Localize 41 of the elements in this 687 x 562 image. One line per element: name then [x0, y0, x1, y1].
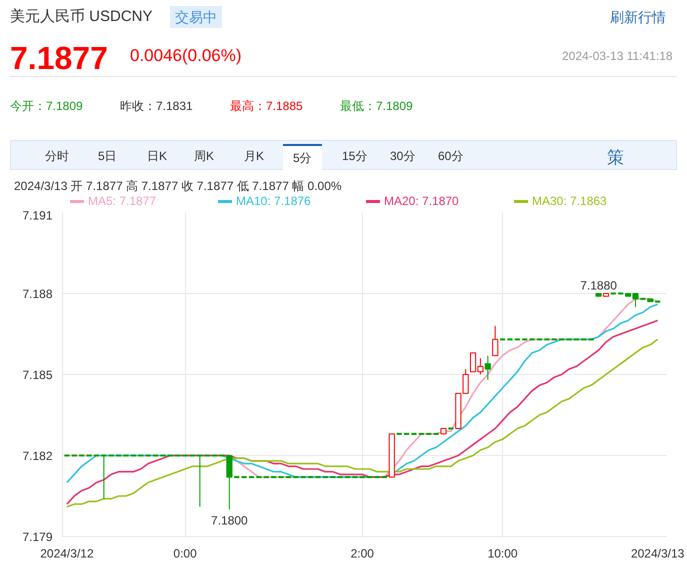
legend-label: MA20: 7.1870 [383, 193, 459, 210]
y-tick-label: 7.191 [22, 208, 53, 222]
text: 5日 [97, 148, 118, 165]
text: 周K [193, 148, 216, 165]
chart-title: 美元人民币 USDCNY [10, 7, 153, 27]
text: 分时 [44, 148, 70, 165]
chart-subtitle: 2024/3/13 开 7.1877 高 7.1877 收 7.1877 低 7.1877 幅 0.00% [14, 178, 342, 195]
candlestick [484, 355, 491, 380]
candlestick [101, 454, 106, 500]
text: 15分 [341, 148, 368, 165]
text: 30分 [389, 148, 416, 165]
text: 7.1877 [10, 39, 108, 78]
text: 交易中 [170, 6, 222, 28]
text: 昨收：7.1831 [120, 98, 193, 115]
y-tick-label: 7.179 [22, 530, 53, 544]
text: 策 [606, 147, 625, 169]
candlestick [197, 454, 202, 508]
annotation: 7.1880 [580, 278, 618, 292]
text: 月K [243, 148, 266, 165]
candlestick [492, 325, 498, 356]
text: 刷新行情 [610, 8, 666, 27]
x-tick-label: 2024/3/12 [40, 546, 94, 560]
x-tick-label: 0:00 [173, 546, 198, 560]
text: 2024-03-13 11:41:18 [562, 48, 673, 65]
text: 日K [146, 148, 168, 165]
text: 0.0046(0.06%) [130, 45, 242, 67]
annotation: 7.1800 [211, 514, 248, 528]
x-tick-label: 10:00 [488, 546, 518, 560]
text: 今开：7.1809 [10, 98, 83, 115]
x-tick-label: 2024/3/13 [630, 546, 685, 560]
legend-label: MA5: 7.1877 [87, 193, 156, 210]
text: 最高：7.1885 [230, 98, 303, 115]
text: 5分 [283, 144, 322, 172]
text: 60分 [437, 148, 464, 165]
y-tick-label: 7.188 [22, 287, 53, 301]
legend-label: MA10: 7.1876 [235, 193, 311, 210]
text: 最低：7.1809 [340, 98, 413, 115]
x-tick-label: 2:00 [350, 546, 374, 560]
y-tick-label: 7.182 [22, 449, 53, 463]
legend-label: MA30: 7.1863 [531, 193, 607, 210]
y-tick-label: 7.185 [22, 368, 53, 382]
